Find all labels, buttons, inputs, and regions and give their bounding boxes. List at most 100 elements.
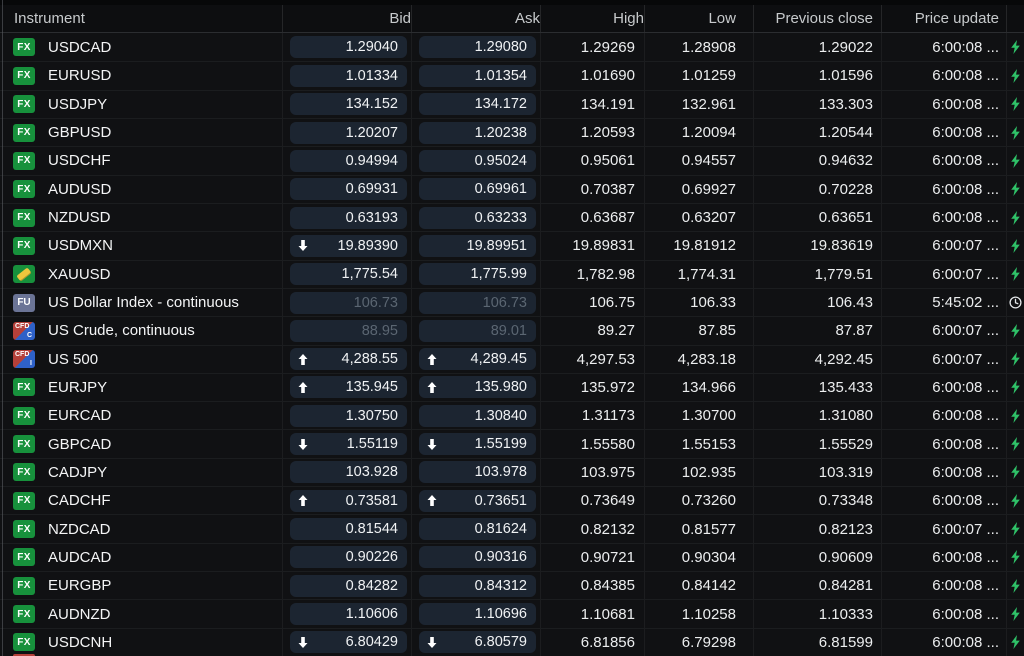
flash-icon xyxy=(1010,437,1021,452)
bid-price-button[interactable]: 1.29040 xyxy=(290,36,407,59)
status-cell xyxy=(1007,600,1024,627)
arrow-down-icon xyxy=(298,240,308,252)
ask-price-button[interactable]: 1,775.99 xyxy=(419,263,536,286)
price-update-time: 6:00:07 ... xyxy=(882,317,1007,345)
low-value: 0.90304 xyxy=(645,543,754,572)
watchlist-row[interactable]: FX USDCHF 0.94994 0.95024 0.95061 0.9455… xyxy=(0,146,1024,175)
bid-value: 0.69931 xyxy=(345,181,398,198)
bid-price-button[interactable]: 1.55119 xyxy=(290,433,407,456)
ask-price-button[interactable]: 89.01 xyxy=(419,319,536,342)
bid-price-button[interactable]: 0.90226 xyxy=(290,546,407,569)
bid-price-button[interactable]: 1.01334 xyxy=(290,64,407,87)
bid-price-button[interactable]: 6.80429 xyxy=(290,631,407,654)
instrument-cell: CFD C US Crude, continuous xyxy=(0,317,283,345)
watchlist-row[interactable]: CFD I US 500 4,288.55 4,289.45 4,297.53 4… xyxy=(0,344,1024,373)
previous-close-value: 1.55529 xyxy=(754,430,882,458)
watchlist-row[interactable]: FX CADCHF 0.73581 0.73651 0.73649 0.7326… xyxy=(0,486,1024,515)
instrument-cell: FX EURUSD xyxy=(0,62,283,90)
ask-price-button[interactable]: 0.81624 xyxy=(419,518,536,541)
watchlist-row[interactable]: FX AUDCAD 0.90226 0.90316 0.90721 0.9030… xyxy=(0,542,1024,572)
column-header-instrument[interactable]: Instrument xyxy=(0,5,283,32)
watchlist-row[interactable]: CFD C US Crude, continuous 88.95 89.01 89… xyxy=(0,316,1024,345)
bid-price-button[interactable]: 0.73581 xyxy=(290,489,407,512)
ask-price-button[interactable]: 1.01354 xyxy=(419,64,536,87)
bid-value: 134.152 xyxy=(345,96,398,113)
ask-price-button[interactable]: 1.55199 xyxy=(419,433,536,456)
ask-price-button[interactable]: 6.80579 xyxy=(419,631,536,654)
watchlist-row[interactable]: FX EURCAD 1.30750 1.30840 1.31173 1.3070… xyxy=(0,401,1024,430)
ask-value: 1.30840 xyxy=(474,407,527,424)
instrument-cell: FX NZDUSD xyxy=(0,203,283,232)
column-header-low[interactable]: Low xyxy=(645,5,754,32)
watchlist-row[interactable]: FX GBPUSD 1.20207 1.20238 1.20593 1.2009… xyxy=(0,117,1024,147)
bid-price-button[interactable]: 1,775.54 xyxy=(290,263,407,286)
bid-price-button[interactable]: 19.89390 xyxy=(290,234,407,257)
watchlist-row[interactable]: FX AUDUSD 0.69931 0.69961 0.70387 0.6992… xyxy=(0,174,1024,203)
column-header-ask[interactable]: Ask xyxy=(412,5,541,32)
watchlist-row[interactable]: FX EURUSD 1.01334 1.01354 1.01690 1.0125… xyxy=(0,61,1024,90)
column-header-previous-close[interactable]: Previous close xyxy=(754,5,882,32)
price-update-time: 6:00:08 ... xyxy=(882,402,1007,430)
ask-cell: 1.20238 xyxy=(412,118,541,147)
bid-price-button[interactable]: 88.95 xyxy=(290,319,407,342)
ask-price-button[interactable]: 135.980 xyxy=(419,376,536,399)
ask-price-button[interactable]: 0.69961 xyxy=(419,178,536,201)
watchlist-row[interactable]: FX NZDUSD 0.63193 0.63233 0.63687 0.6320… xyxy=(0,202,1024,232)
watchlist-row[interactable]: XAUUSD 1,775.54 1,775.99 1,782.98 1,774.… xyxy=(0,259,1024,288)
watchlist-row[interactable]: FU US Dollar Index - continuous 106.73 1… xyxy=(0,287,1024,317)
ask-price-button[interactable]: 1.30840 xyxy=(419,404,536,427)
instrument-cell: CFD I US 500 xyxy=(0,345,283,373)
bid-price-button[interactable]: 106.73 xyxy=(290,291,407,314)
bid-price-button[interactable]: 0.94994 xyxy=(290,149,407,172)
bid-price-button[interactable]: 0.84282 xyxy=(290,574,407,597)
watchlist-row[interactable]: FX USDCAD 1.29040 1.29080 1.29269 1.2890… xyxy=(0,33,1024,62)
watchlist-row[interactable]: FX USDJPY 134.152 134.172 134.191 132.96… xyxy=(0,89,1024,118)
ask-price-button[interactable]: 0.63233 xyxy=(419,206,536,229)
ask-price-button[interactable]: 0.73651 xyxy=(419,489,536,512)
ask-price-button[interactable]: 4,289.45 xyxy=(419,348,536,371)
watchlist-row[interactable]: FX USDMXN 19.89390 19.89951 19.89831 19.… xyxy=(0,231,1024,260)
ask-price-button[interactable]: 0.95024 xyxy=(419,149,536,172)
ask-price-button[interactable]: 103.978 xyxy=(419,461,536,484)
watchlist-row[interactable]: FX EURGBP 0.84282 0.84312 0.84385 0.8414… xyxy=(0,571,1024,600)
instrument-name: CADJPY xyxy=(48,463,108,481)
bid-price-button[interactable]: 4,288.55 xyxy=(290,348,407,371)
watchlist-row[interactable]: FX AUDNZD 1.10606 1.10696 1.10681 1.1025… xyxy=(0,599,1024,628)
ask-price-button[interactable]: 134.172 xyxy=(419,93,536,116)
bid-price-button[interactable]: 1.30750 xyxy=(290,404,407,427)
ask-price-button[interactable]: 0.84312 xyxy=(419,574,536,597)
watchlist-row[interactable]: FX EURJPY 135.945 135.980 135.972 134.96… xyxy=(0,372,1024,402)
fx-badge: FX xyxy=(13,38,35,57)
ask-cell: 19.89951 xyxy=(412,232,541,260)
ask-price-button[interactable]: 1.10696 xyxy=(419,603,536,626)
bid-price-button[interactable]: 0.63193 xyxy=(290,206,407,229)
flash-icon xyxy=(1010,522,1021,537)
column-header-high[interactable]: High xyxy=(541,5,645,32)
watchlist-row[interactable]: FX NZDCAD 0.81544 0.81624 0.82132 0.8157… xyxy=(0,514,1024,543)
watchlist-row[interactable]: FX CADJPY 103.928 103.978 103.975 102.93… xyxy=(0,457,1024,487)
low-value: 0.73260 xyxy=(645,487,754,515)
bid-price-button[interactable]: 1.10606 xyxy=(290,603,407,626)
price-update-time: 6:00:08 ... xyxy=(882,62,1007,90)
bid-price-button[interactable]: 0.69931 xyxy=(290,178,407,201)
ask-price-button[interactable]: 0.90316 xyxy=(419,546,536,569)
watchlist-row[interactable]: FX GBPCAD 1.55119 1.55199 1.55580 1.5515… xyxy=(0,429,1024,458)
column-header-bid[interactable]: Bid xyxy=(283,5,412,32)
bid-price-button[interactable]: 135.945 xyxy=(290,376,407,399)
bid-price-button[interactable]: 0.81544 xyxy=(290,518,407,541)
ask-price-button[interactable]: 106.73 xyxy=(419,291,536,314)
bid-price-button[interactable]: 1.20207 xyxy=(290,121,407,144)
ask-price-button[interactable]: 1.29080 xyxy=(419,36,536,59)
low-value: 0.63207 xyxy=(645,203,754,232)
status-cell xyxy=(1007,402,1024,429)
bid-price-button[interactable]: 103.928 xyxy=(290,461,407,484)
status-cell xyxy=(1007,572,1024,599)
ask-price-button[interactable]: 19.89951 xyxy=(419,234,536,257)
cfd-badge-label: CFD xyxy=(15,322,30,330)
watchlist-row[interactable]: FX USDCNH 6.80429 6.80579 6.81856 6.7929… xyxy=(0,627,1024,656)
ask-price-button[interactable]: 1.20238 xyxy=(419,121,536,144)
futures-badge: FU xyxy=(13,293,35,312)
column-header-price-update[interactable]: Price update xyxy=(882,5,1007,32)
instrument-name: EURJPY xyxy=(48,378,108,396)
bid-price-button[interactable]: 134.152 xyxy=(290,93,407,116)
